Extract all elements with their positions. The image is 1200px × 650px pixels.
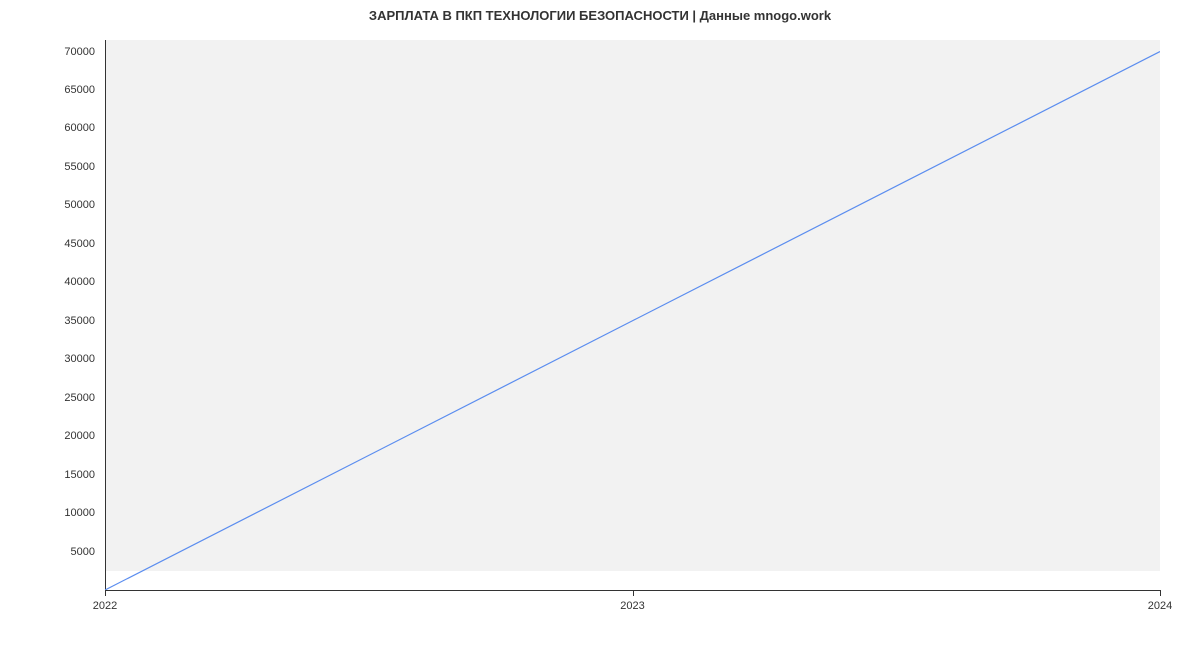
series-line xyxy=(105,52,1160,590)
y-tick-label: 5000 xyxy=(40,546,95,558)
y-tick-label: 45000 xyxy=(40,238,95,250)
y-tick-label: 10000 xyxy=(40,507,95,519)
y-tick-label: 60000 xyxy=(40,122,95,134)
y-tick-label: 65000 xyxy=(40,84,95,96)
y-tick-label: 15000 xyxy=(40,469,95,481)
y-tick-label: 30000 xyxy=(40,353,95,365)
y-tick-label: 35000 xyxy=(40,315,95,327)
x-axis-line xyxy=(105,590,1160,591)
y-tick-label: 50000 xyxy=(40,199,95,211)
x-tick-label: 2023 xyxy=(593,600,673,612)
y-tick-label: 55000 xyxy=(40,161,95,173)
y-tick-label: 25000 xyxy=(40,392,95,404)
x-tick-label: 2022 xyxy=(65,600,145,612)
x-tick-label: 2024 xyxy=(1120,600,1200,612)
plot-area: 5000100001500020000250003000035000400004… xyxy=(105,40,1160,590)
chart-container: ЗАРПЛАТА В ПКП ТЕХНОЛОГИИ БЕЗОПАСНОСТИ |… xyxy=(0,0,1200,650)
y-tick-label: 20000 xyxy=(40,430,95,442)
y-tick-label: 40000 xyxy=(40,276,95,288)
chart-title: ЗАРПЛАТА В ПКП ТЕХНОЛОГИИ БЕЗОПАСНОСТИ |… xyxy=(0,8,1200,23)
line-layer xyxy=(105,40,1160,590)
x-tick-mark xyxy=(1160,590,1161,596)
y-tick-label: 70000 xyxy=(40,46,95,58)
